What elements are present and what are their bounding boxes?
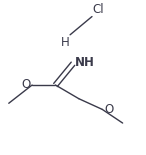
- Text: O: O: [21, 78, 30, 91]
- Text: NH: NH: [75, 56, 95, 69]
- Text: H: H: [61, 35, 70, 49]
- Text: O: O: [104, 103, 113, 116]
- Text: Cl: Cl: [92, 3, 104, 16]
